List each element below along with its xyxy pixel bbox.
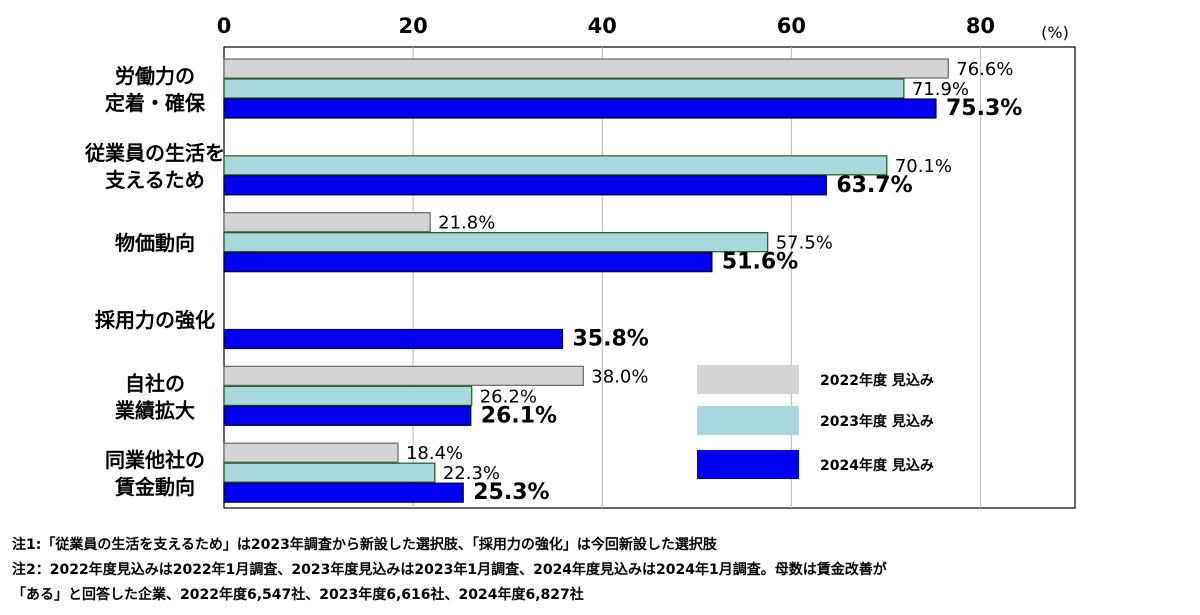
data-label: 26.1% xyxy=(481,403,557,428)
category-label: 自社の xyxy=(125,371,185,395)
data-label: 38.0% xyxy=(591,366,648,387)
data-label: 18.4% xyxy=(406,443,463,464)
category-label: 従業員の生活を xyxy=(84,141,225,165)
x-tick-label: 60 xyxy=(777,14,806,38)
bar xyxy=(223,78,905,99)
legend-label: 2023年度 見込み xyxy=(820,413,934,430)
category-label: 労働力の xyxy=(115,64,195,88)
bar xyxy=(223,442,399,463)
data-label: 63.7% xyxy=(836,173,912,198)
bar xyxy=(223,365,584,386)
x-tick-label: 40 xyxy=(588,14,617,38)
data-label: 22.3% xyxy=(443,463,500,484)
note-1: 注1:「従業員の生活を支えるため」は2023年調査から新設した選択肢、「採用力の… xyxy=(12,537,717,553)
data-label: 51.6% xyxy=(722,250,798,275)
bar xyxy=(223,58,949,79)
note-2: 注2：2022年度見込みは2022年1月調査、2023年度見込みは2023年1月… xyxy=(12,562,887,578)
data-label: 70.1% xyxy=(895,156,952,177)
data-label: 57.5% xyxy=(776,233,833,254)
x-tick-label: 20 xyxy=(398,14,427,38)
category-label: 賃金動向 xyxy=(114,475,195,499)
unit-label: (%) xyxy=(1041,23,1069,42)
bar xyxy=(223,212,431,233)
legend-swatch xyxy=(697,450,799,479)
data-label: 25.3% xyxy=(473,480,549,505)
x-tick-label: 80 xyxy=(966,14,995,38)
category-label: 採用力の強化 xyxy=(95,308,215,332)
legend-swatch xyxy=(697,406,799,435)
category-label: 業績拡大 xyxy=(115,398,195,422)
note-3: 「ある」と回答した企業、2022年度6,547社、2023年度6,616社、20… xyxy=(12,587,584,603)
category-label: 物価動向 xyxy=(115,231,195,255)
data-label: 21.8% xyxy=(438,213,495,234)
bar xyxy=(223,252,713,273)
legend-swatch xyxy=(697,365,799,394)
data-label: 26.2% xyxy=(480,386,537,407)
bar xyxy=(223,328,564,350)
data-label: 76.6% xyxy=(956,59,1013,80)
bar xyxy=(223,155,888,176)
bar xyxy=(223,232,769,253)
legend-label: 2022年度 見込み xyxy=(820,372,934,389)
data-label: 75.3% xyxy=(946,96,1022,121)
plot-area xyxy=(223,46,1076,509)
bar xyxy=(223,482,464,503)
bar xyxy=(223,385,473,406)
bar xyxy=(223,175,827,196)
bar xyxy=(223,462,436,483)
data-label: 71.9% xyxy=(912,79,969,100)
bar xyxy=(223,98,937,119)
category-label: 同業他社の xyxy=(105,448,205,472)
legend-label: 2024年度 見込み xyxy=(820,457,934,474)
data-label: 35.8% xyxy=(573,327,649,352)
category-label: 支えるため xyxy=(105,168,204,192)
bar xyxy=(223,405,472,426)
category-label: 定着・確保 xyxy=(105,91,206,115)
chart-notes: 注1:「従業員の生活を支えるため」は2023年調査から新設した選択肢、「採用力の… xyxy=(12,533,1192,608)
x-tick-label: 0 xyxy=(217,14,232,38)
